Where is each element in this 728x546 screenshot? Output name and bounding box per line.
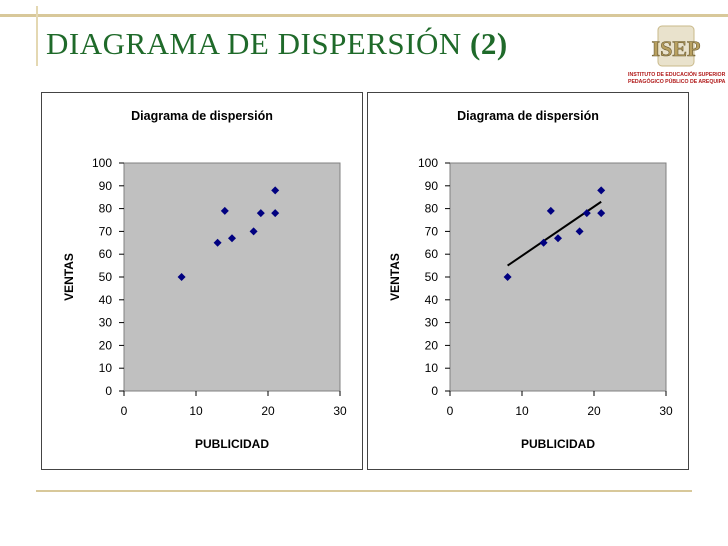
y-tick-label: 30 <box>99 316 113 330</box>
slide-title-main: DIAGRAMA DE DISPERSIÓN <box>46 26 462 61</box>
data-point <box>575 227 584 236</box>
chart-title: Diagrama de dispersión <box>457 109 599 123</box>
scatter-chart-2: Diagrama de dispersión 0 10 20 30 40 50 60 70 80 9… <box>388 109 673 451</box>
chart-panel-2: Diagrama de dispersión 0 10 20 30 40 50 60 70 80 9… <box>367 92 689 470</box>
y-axis-label: VENTAS <box>62 253 76 301</box>
institute-logo: ISEP INSTITUTO DE EDUCACIÓN SUPERIOR PED… <box>628 22 726 92</box>
y-tick-label: 90 <box>99 179 113 193</box>
y-tick-label: 100 <box>92 156 112 170</box>
left-decorative-rule <box>36 6 38 66</box>
y-tick-label: 10 <box>99 361 113 375</box>
x-tick-label: 20 <box>261 404 275 418</box>
x-tick-label: 0 <box>447 404 454 418</box>
slide-title: DIAGRAMA DE DISPERSIÓN (2) <box>46 26 508 62</box>
data-point <box>271 186 280 195</box>
data-point <box>256 209 265 218</box>
top-decorative-rule <box>0 14 728 17</box>
y-tick-label: 70 <box>99 224 113 238</box>
data-point <box>597 209 606 218</box>
plot-area <box>123 162 341 392</box>
logo-line1: INSTITUTO DE EDUCACIÓN SUPERIOR <box>628 72 726 78</box>
x-tick-label: 10 <box>189 404 203 418</box>
data-point <box>213 238 222 247</box>
bottom-decorative-rule <box>36 490 692 492</box>
data-point <box>228 234 236 243</box>
y-tick-label: 50 <box>99 270 113 284</box>
logo-emblem: ISEP <box>651 25 701 67</box>
y-tick-label: 30 <box>425 316 439 330</box>
y-tick-label: 40 <box>425 293 439 307</box>
data-point <box>271 209 280 218</box>
y-tick-label: 0 <box>431 384 438 398</box>
chart-panel-1: Diagrama de dispersión 0 10 20 30 40 50 60 70 80 9… <box>41 92 363 470</box>
data-point <box>503 273 512 281</box>
logo-line2: PEDAGÓGICO PÚBLICO DE AREQUIPA <box>628 79 726 85</box>
x-tick-label: 0 <box>121 404 128 418</box>
y-tick-label: 60 <box>425 247 439 261</box>
x-tick-label: 10 <box>515 404 529 418</box>
y-tick-label: 60 <box>99 247 113 261</box>
y-tick-label: 40 <box>99 293 113 307</box>
data-point <box>177 273 186 281</box>
x-tick-label: 20 <box>587 404 601 418</box>
y-tick-label: 50 <box>425 270 439 284</box>
data-point <box>249 227 258 236</box>
scatter-chart-1: Diagrama de dispersión 0 10 20 30 40 50 60 70 80 9… <box>62 109 347 451</box>
y-tick-label: 20 <box>425 338 439 352</box>
y-tick-label: 80 <box>99 202 113 216</box>
x-axis-label: PUBLICIDAD <box>195 437 269 451</box>
chart-title: Diagrama de dispersión <box>131 109 273 123</box>
y-tick-label: 20 <box>99 338 113 352</box>
y-tick-label: 80 <box>425 202 439 216</box>
y-tick-label: 100 <box>418 156 438 170</box>
y-tick-label: 10 <box>425 361 439 375</box>
data-point <box>546 206 555 215</box>
data-point <box>220 206 229 215</box>
y-tick-label: 70 <box>425 224 439 238</box>
x-tick-label: 30 <box>333 404 347 418</box>
logo-letters: ISEP <box>652 36 701 61</box>
x-tick-label: 30 <box>659 404 673 418</box>
data-point <box>539 238 548 247</box>
data-point <box>597 186 606 195</box>
plot-area <box>449 162 667 392</box>
y-tick-label: 90 <box>425 179 439 193</box>
x-axis-label: PUBLICIDAD <box>521 437 595 451</box>
y-axis-label: VENTAS <box>388 253 402 301</box>
slide-title-number: (2) <box>470 26 508 61</box>
y-tick-label: 0 <box>105 384 112 398</box>
data-point <box>554 234 562 243</box>
data-point <box>582 209 591 218</box>
